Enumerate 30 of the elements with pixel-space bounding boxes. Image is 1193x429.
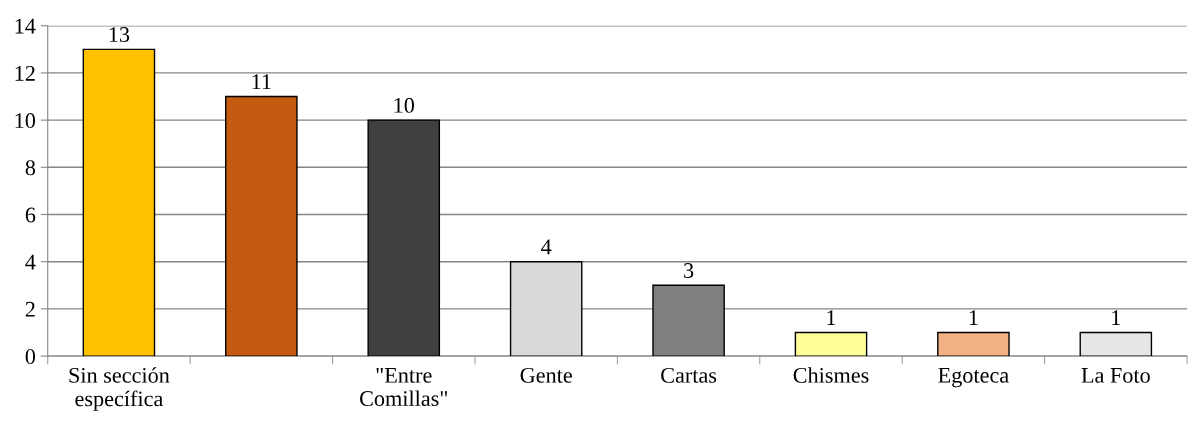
data-label: 11 — [252, 74, 271, 90]
y-tick-label: 2 — [25, 301, 35, 317]
y-tick-label: 6 — [25, 207, 36, 223]
y-tick-label: 4 — [25, 254, 36, 270]
bar — [794, 331, 868, 357]
data-label: 1 — [969, 310, 978, 325]
x-tick-label: La Foto — [1081, 368, 1150, 383]
data-label: 1 — [827, 310, 836, 325]
x-tick-label: Chismes — [793, 367, 869, 383]
y-tick-label: 0 — [25, 349, 36, 364]
x-tick-label: Cartas — [661, 367, 717, 383]
data-label: 4 — [541, 239, 552, 255]
bar — [937, 331, 1010, 357]
bar — [367, 119, 441, 357]
bar — [1079, 331, 1153, 357]
x-tick-label: "Entre Comillas" — [360, 368, 448, 407]
data-label: 13 — [109, 27, 130, 43]
data-label: 10 — [394, 97, 415, 113]
data-label: 3 — [684, 263, 694, 278]
bar — [509, 260, 583, 357]
x-tick-label: Egoteca — [938, 367, 1009, 388]
y-tick-label: 8 — [25, 160, 36, 176]
y-tick-label: 12 — [15, 65, 35, 81]
data-label: 1 — [1112, 310, 1121, 325]
bar — [225, 95, 298, 357]
y-tick-label: 10 — [15, 113, 36, 129]
x-tick-label: Gente — [520, 367, 572, 383]
y-tick-label: 14 — [15, 18, 36, 34]
bar — [82, 48, 156, 357]
x-tick-label: Sin sección específica — [69, 367, 170, 411]
